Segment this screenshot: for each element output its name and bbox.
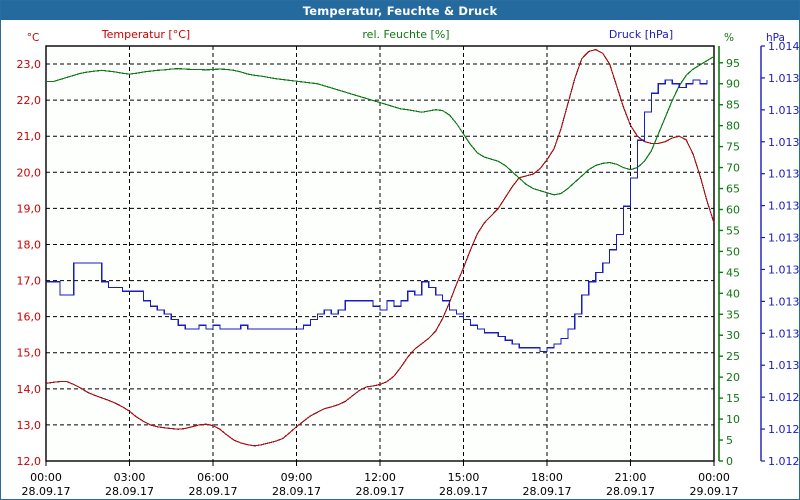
temperature-tick-label: 15,0: [17, 347, 42, 360]
temperature-tick-label: 22,0: [17, 94, 42, 107]
temperature-tick-label: 18,0: [17, 238, 42, 251]
humidity-tick-label: 35: [726, 308, 740, 321]
pressure-tick-label: 1.012: [768, 455, 799, 468]
temperature-legend: Temperatur [°C]: [101, 28, 190, 41]
humidity-tick-label: 45: [726, 266, 740, 279]
pressure-legend: Druck [hPa]: [609, 28, 673, 41]
humidity-tick-label: 80: [726, 120, 740, 133]
date-tick-label: 29.09.17: [690, 485, 739, 498]
humidity-series-line: [46, 55, 715, 196]
date-tick-label: 28.09.17: [606, 485, 655, 498]
humidity-tick-label: 30: [726, 329, 740, 342]
date-tick-label: 28.09.17: [272, 485, 321, 498]
pressure-tick-label: 1.013: [768, 263, 799, 276]
pressure-tick-label: 1.013: [768, 200, 799, 213]
humidity-tick-label: 70: [726, 162, 740, 175]
temperature-tick-label: 16,0: [17, 311, 42, 324]
humidity-tick-label: 95: [726, 57, 740, 70]
time-tick-label: 12:00: [364, 471, 396, 484]
humidity-tick-label: 60: [726, 203, 740, 216]
pressure-tick-label: 1.013: [768, 104, 799, 117]
temperature-tick-label: 12,0: [17, 455, 42, 468]
date-tick-label: 28.09.17: [356, 485, 405, 498]
pressure-tick-label: 1.013: [768, 136, 799, 149]
humidity-tick-label: 65: [726, 183, 740, 196]
temperature-series-line: [45, 48, 715, 447]
humidity-tick-label: 85: [726, 99, 740, 112]
humidity-tick-label: 10: [726, 413, 740, 426]
date-tick-label: 28.09.17: [523, 485, 572, 498]
time-tick-label: 09:00: [281, 471, 313, 484]
pressure-tick-label: 1.013: [768, 295, 799, 308]
time-tick-label: 06:00: [197, 471, 229, 484]
pressure-tick-label: 1.014: [768, 40, 799, 53]
weather-chart-svg: Temperatur [°C] rel. Feuchte [%] Druck [hP…: [17, 28, 800, 498]
humidity-tick-label: 20: [726, 371, 740, 384]
time-tick-label: 00:00: [30, 471, 62, 484]
temperature-tick-label: 13,0: [17, 419, 42, 432]
temperature-tick-label: 23,0: [17, 58, 42, 71]
pressure-series-line: [46, 79, 708, 353]
date-tick-label: 28.09.17: [22, 485, 71, 498]
humidity-tick-label: 75: [726, 141, 740, 154]
temperature-tick-label: 19,0: [17, 202, 42, 215]
temperature-tick-label: 21,0: [17, 130, 42, 143]
humidity-tick-label: 25: [726, 350, 740, 363]
temperature-tick-label: 14,0: [17, 383, 42, 396]
humidity-tick-label: 40: [726, 287, 740, 300]
pressure-axis-unit: hPa: [766, 32, 785, 44]
pressure-tick-label: 1.012: [768, 391, 799, 404]
humidity-tick-label: 15: [726, 392, 740, 405]
date-tick-label: 28.09.17: [105, 485, 154, 498]
time-tick-label: 18:00: [531, 471, 563, 484]
humidity-tick-label: 5: [726, 434, 733, 447]
chart-canvas: Temperatur [°C] rel. Feuchte [%] Druck [hP…: [1, 20, 799, 499]
time-tick-label: 21:00: [615, 471, 647, 484]
pressure-tick-label: 1.013: [768, 72, 799, 85]
temperature-tick-label: 20,0: [17, 166, 42, 179]
pressure-tick-label: 1.013: [768, 359, 799, 372]
plot-frame: [45, 45, 715, 462]
humidity-tick-label: 90: [726, 78, 740, 91]
humidity-axis-unit: %: [724, 32, 734, 44]
pressure-tick-label: 1.013: [768, 168, 799, 181]
pressure-tick-label: 1.013: [768, 327, 799, 340]
time-tick-label: 00:00: [698, 471, 730, 484]
pressure-tick-label: 1.013: [768, 232, 799, 245]
window-title: Temperatur, Feuchte & Druck: [302, 3, 498, 18]
humidity-legend: rel. Feuchte [%]: [362, 28, 449, 41]
date-tick-label: 28.09.17: [189, 485, 238, 498]
window-titlebar: Temperatur, Feuchte & Druck: [1, 1, 799, 20]
humidity-tick-label: 50: [726, 245, 740, 258]
time-tick-label: 15:00: [448, 471, 480, 484]
time-tick-label: 03:00: [114, 471, 146, 484]
temperature-axis-unit: °C: [27, 32, 40, 44]
date-tick-label: 28.09.17: [439, 485, 488, 498]
temperature-tick-label: 17,0: [17, 275, 42, 288]
pressure-tick-label: 1.012: [768, 423, 799, 436]
humidity-tick-label: 0: [726, 455, 733, 468]
humidity-tick-label: 55: [726, 224, 740, 237]
